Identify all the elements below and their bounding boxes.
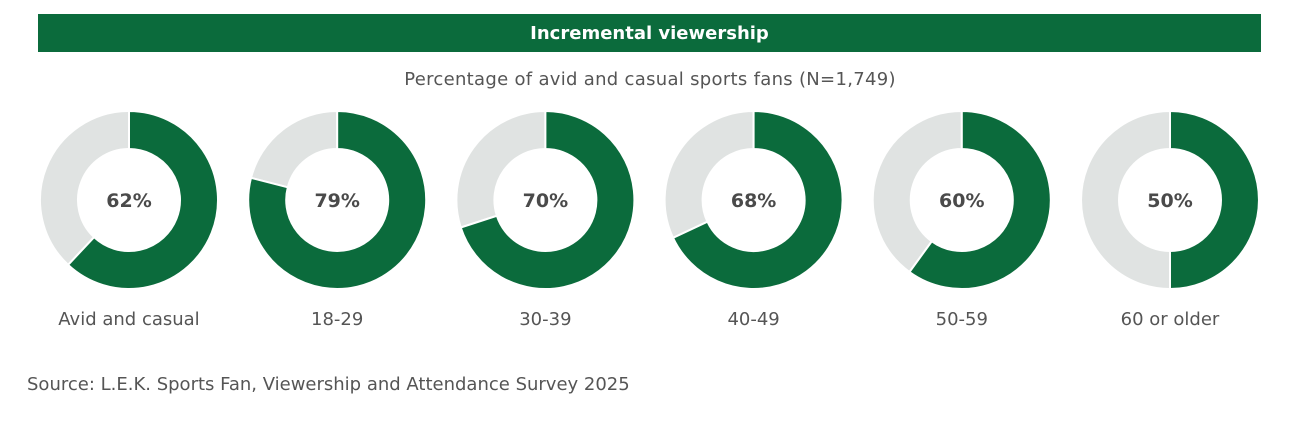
- donut-remainder-0: [39, 109, 130, 267]
- donut-remainder-4: [871, 109, 963, 274]
- source-note: Source: L.E.K. Sports Fan, Viewership an…: [27, 374, 630, 395]
- value-label: 68%: [731, 190, 776, 212]
- donut-charts: 62% Avid and casual 79% 18-29 70% 30-39 68% 40-…: [39, 109, 1260, 330]
- value-label: 60%: [939, 190, 984, 212]
- category-label: 30-39: [519, 309, 571, 330]
- donut-remainder-1: [249, 109, 339, 189]
- donut-remainder-5: [1080, 109, 1171, 291]
- donut-segment-5: [1169, 109, 1260, 291]
- value-label: 50%: [1147, 190, 1192, 212]
- chart-title: Incremental viewership: [530, 22, 769, 44]
- donut-segment-0: [66, 109, 219, 290]
- category-label: Avid and casual: [58, 309, 199, 330]
- chart-title-bar: Incremental viewership: [38, 14, 1261, 52]
- donut-segment-2: [459, 109, 636, 290]
- category-label: 18-29: [311, 309, 363, 330]
- donut-segment-1: [247, 109, 428, 290]
- value-label: 70%: [523, 190, 568, 212]
- value-label: 79%: [314, 190, 359, 212]
- donut-segment-3: [671, 109, 844, 290]
- chart-subtitle: Percentage of avid and casual sports fan…: [404, 69, 896, 90]
- category-label: 40-49: [727, 309, 779, 330]
- donut-remainder-3: [663, 109, 755, 240]
- donut-remainder-2: [455, 109, 547, 229]
- value-label: 62%: [106, 190, 151, 212]
- donut-segment-4: [908, 109, 1052, 290]
- category-label: 60 or older: [1121, 309, 1220, 330]
- category-label: 50-59: [936, 309, 988, 330]
